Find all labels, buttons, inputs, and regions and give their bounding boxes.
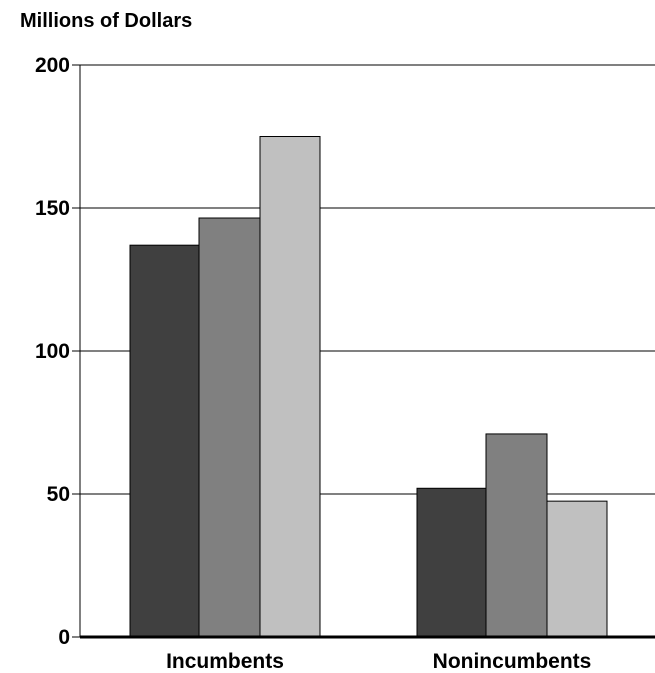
bar-0-2: [259, 136, 321, 638]
y-tick-label-50: 50: [47, 483, 70, 506]
bar-0-0: [129, 244, 200, 638]
bar-1-0: [416, 487, 487, 638]
bar-layer: [129, 136, 608, 638]
y-tick-label-0: 0: [58, 626, 70, 649]
label-layer: 0 50 100 150 200 Incumbents Nonincumbents: [35, 54, 591, 673]
y-tick-label-150: 150: [35, 197, 70, 220]
y-tick-label-100: 100: [35, 340, 70, 363]
y-tick-label-200: 200: [35, 54, 70, 77]
x-category-label-1: Nonincumbents: [433, 650, 592, 673]
y-axis-label: Millions of Dollars: [20, 10, 193, 32]
bar-0-1: [198, 217, 261, 638]
axis-layer: [72, 64, 655, 639]
x-category-label-0: Incumbents: [166, 650, 284, 673]
bar-1-2: [546, 500, 608, 638]
bar-1-1: [485, 433, 548, 638]
